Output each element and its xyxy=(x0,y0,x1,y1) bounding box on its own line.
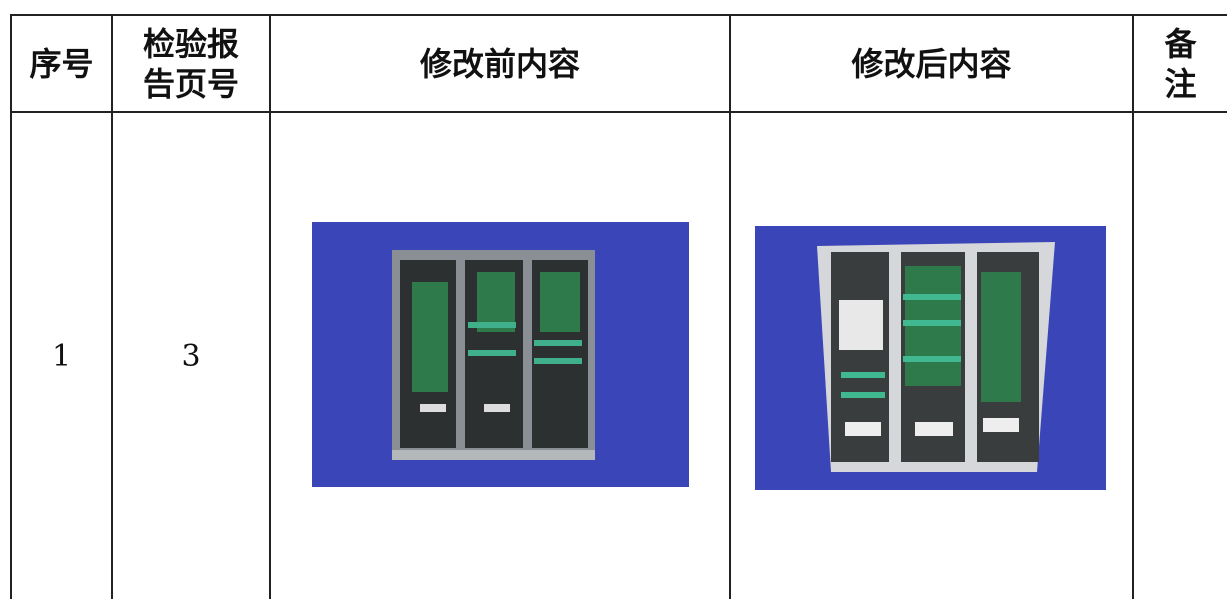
photo-after xyxy=(755,226,1106,490)
rule xyxy=(269,14,271,599)
photo-before xyxy=(312,222,689,487)
header-text: 备注 xyxy=(1164,24,1197,103)
cell-text: 3 xyxy=(181,338,201,374)
header-cell: 序号 xyxy=(12,16,111,111)
header-cell: 检验报告页号 xyxy=(113,16,269,111)
rule xyxy=(10,111,1227,113)
rule xyxy=(111,14,113,599)
rule xyxy=(10,14,1227,16)
rule xyxy=(729,14,731,599)
rule xyxy=(10,14,12,599)
cell-text: 1 xyxy=(51,338,72,374)
header-text: 检验报告页号 xyxy=(142,24,239,103)
header-text: 修改前内容 xyxy=(419,44,580,83)
header-cell: 备注 xyxy=(1134,16,1227,111)
body-cell: 3 xyxy=(113,113,269,599)
header-cell: 修改后内容 xyxy=(731,16,1132,111)
header-cell: 修改前内容 xyxy=(271,16,729,111)
header-text: 修改后内容 xyxy=(851,44,1012,83)
body-cell: 1 xyxy=(12,113,111,599)
rule xyxy=(1132,14,1134,599)
header-text: 序号 xyxy=(29,44,94,83)
